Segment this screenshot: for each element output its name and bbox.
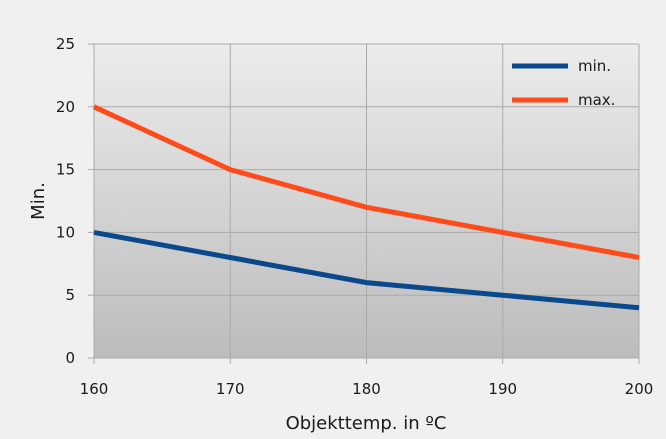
y-tick-label: 10	[56, 223, 75, 241]
x-axis-ticks: 160 170 180 190 200	[80, 358, 654, 398]
y-tick-label: 0	[65, 349, 75, 367]
series-lines	[92, 104, 640, 311]
x-axis-title: Objekttemp. in ºC	[286, 413, 447, 434]
x-tick-label: 170	[216, 380, 245, 398]
x-tick-label: 160	[80, 380, 109, 398]
legend: min. max.	[512, 57, 615, 109]
y-axis-ticks: 0 5 10 15 20 25	[56, 35, 94, 367]
y-tick-label: 15	[56, 161, 75, 179]
series-line-min	[93, 229, 640, 311]
legend-label: min.	[578, 57, 611, 75]
legend-label: max.	[578, 91, 615, 109]
y-tick-label: 25	[56, 35, 75, 53]
y-axis-title: Min.	[28, 182, 49, 220]
y-tick-label: 20	[56, 98, 75, 116]
x-tick-label: 190	[488, 380, 517, 398]
series-line-max	[92, 104, 640, 260]
x-tick-label: 180	[352, 380, 381, 398]
x-tick-label: 200	[625, 380, 654, 398]
y-tick-label: 5	[65, 286, 75, 304]
